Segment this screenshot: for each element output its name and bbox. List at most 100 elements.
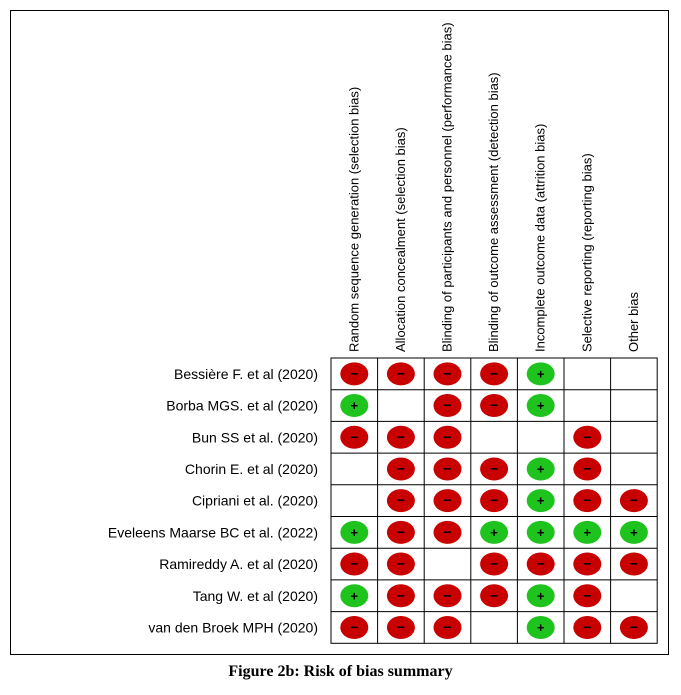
high-risk-dot (573, 552, 602, 576)
high-risk-marker: − (340, 425, 369, 449)
high-risk-marker: − (433, 615, 462, 639)
minus-icon: − (443, 587, 451, 603)
column-label: Blinding of participants and personnel (… (440, 22, 455, 352)
study-label: Cipriani et al. (2020) (192, 493, 318, 509)
minus-icon: − (397, 365, 405, 381)
plus-icon: + (537, 366, 545, 381)
column-label: Random sequence generation (selection bi… (346, 87, 361, 352)
minus-icon: − (630, 492, 638, 508)
low-risk-dot (526, 362, 555, 386)
minus-icon: − (443, 492, 451, 508)
minus-icon: − (443, 619, 451, 635)
low-risk-marker: + (340, 584, 369, 608)
column-label: Incomplete outcome data (attrition bias) (533, 124, 548, 352)
plus-icon: + (351, 525, 359, 540)
minus-icon: − (583, 587, 591, 603)
minus-icon: − (490, 556, 498, 572)
minus-icon: − (350, 556, 358, 572)
low-risk-marker: + (573, 520, 602, 544)
plus-icon: + (351, 588, 359, 603)
high-risk-marker: − (386, 584, 415, 608)
minus-icon: − (630, 619, 638, 635)
minus-icon: − (443, 460, 451, 476)
high-risk-marker: − (619, 552, 648, 576)
minus-icon: − (490, 397, 498, 413)
minus-icon: − (350, 429, 358, 445)
high-risk-dot (619, 552, 648, 576)
high-risk-marker: − (526, 552, 555, 576)
plus-icon: + (537, 493, 545, 508)
high-risk-marker: − (433, 584, 462, 608)
low-risk-marker: + (340, 394, 369, 418)
high-risk-dot (480, 457, 509, 481)
high-risk-marker: − (386, 425, 415, 449)
low-risk-marker: + (526, 457, 555, 481)
minus-icon: − (490, 492, 498, 508)
minus-icon: − (443, 365, 451, 381)
high-risk-dot (433, 394, 462, 418)
low-risk-dot (340, 520, 369, 544)
high-risk-marker: − (619, 615, 648, 639)
high-risk-dot (386, 425, 415, 449)
high-risk-dot (573, 457, 602, 481)
minus-icon: − (443, 524, 451, 540)
minus-icon: − (397, 492, 405, 508)
high-risk-dot (480, 552, 509, 576)
low-risk-dot (526, 489, 555, 513)
risk-of-bias-chart: Random sequence generation (selection bi… (108, 22, 658, 644)
high-risk-dot (433, 615, 462, 639)
minus-icon: − (443, 429, 451, 445)
high-risk-marker: − (573, 584, 602, 608)
high-risk-dot (340, 425, 369, 449)
minus-icon: − (490, 460, 498, 476)
column-label: Blinding of outcome assessment (detectio… (486, 72, 501, 352)
high-risk-dot (386, 615, 415, 639)
study-label: Bessière F. et al (2020) (174, 366, 318, 382)
high-risk-dot (386, 520, 415, 544)
plus-icon: + (537, 398, 545, 413)
low-risk-dot (573, 520, 602, 544)
low-risk-dot (340, 584, 369, 608)
high-risk-dot (480, 584, 509, 608)
low-risk-marker: + (340, 520, 369, 544)
low-risk-marker: + (526, 615, 555, 639)
minus-icon: − (583, 492, 591, 508)
high-risk-marker: − (573, 552, 602, 576)
high-risk-marker: − (433, 520, 462, 544)
high-risk-marker: − (340, 362, 369, 386)
minus-icon: − (350, 619, 358, 635)
minus-icon: − (397, 619, 405, 635)
high-risk-dot (433, 457, 462, 481)
high-risk-marker: − (619, 489, 648, 513)
high-risk-dot (480, 362, 509, 386)
column-label: Selective reporting (reporting bias) (579, 153, 594, 352)
low-risk-dot (526, 584, 555, 608)
minus-icon: − (583, 619, 591, 635)
high-risk-marker: − (573, 615, 602, 639)
figure-caption: Figure 2b: Risk of bias summary (228, 663, 453, 680)
minus-icon: − (490, 587, 498, 603)
high-risk-dot (619, 489, 648, 513)
high-risk-marker: − (386, 489, 415, 513)
plus-icon: + (537, 525, 545, 540)
high-risk-marker: − (573, 457, 602, 481)
high-risk-dot (386, 362, 415, 386)
high-risk-marker: − (386, 457, 415, 481)
high-risk-dot (573, 584, 602, 608)
plus-icon: + (537, 620, 545, 635)
high-risk-marker: − (480, 394, 509, 418)
high-risk-dot (433, 520, 462, 544)
high-risk-dot (619, 615, 648, 639)
high-risk-marker: − (480, 489, 509, 513)
low-risk-dot (526, 520, 555, 544)
plus-icon: + (584, 525, 592, 540)
high-risk-marker: − (573, 425, 602, 449)
high-risk-marker: − (480, 584, 509, 608)
study-label: Eveleens Maarse BC et al. (2022) (108, 524, 318, 540)
plus-icon: + (537, 461, 545, 476)
high-risk-marker: − (433, 425, 462, 449)
minus-icon: − (630, 556, 638, 572)
study-label: Bun SS et al. (2020) (192, 429, 318, 445)
minus-icon: − (397, 429, 405, 445)
high-risk-dot (573, 489, 602, 513)
